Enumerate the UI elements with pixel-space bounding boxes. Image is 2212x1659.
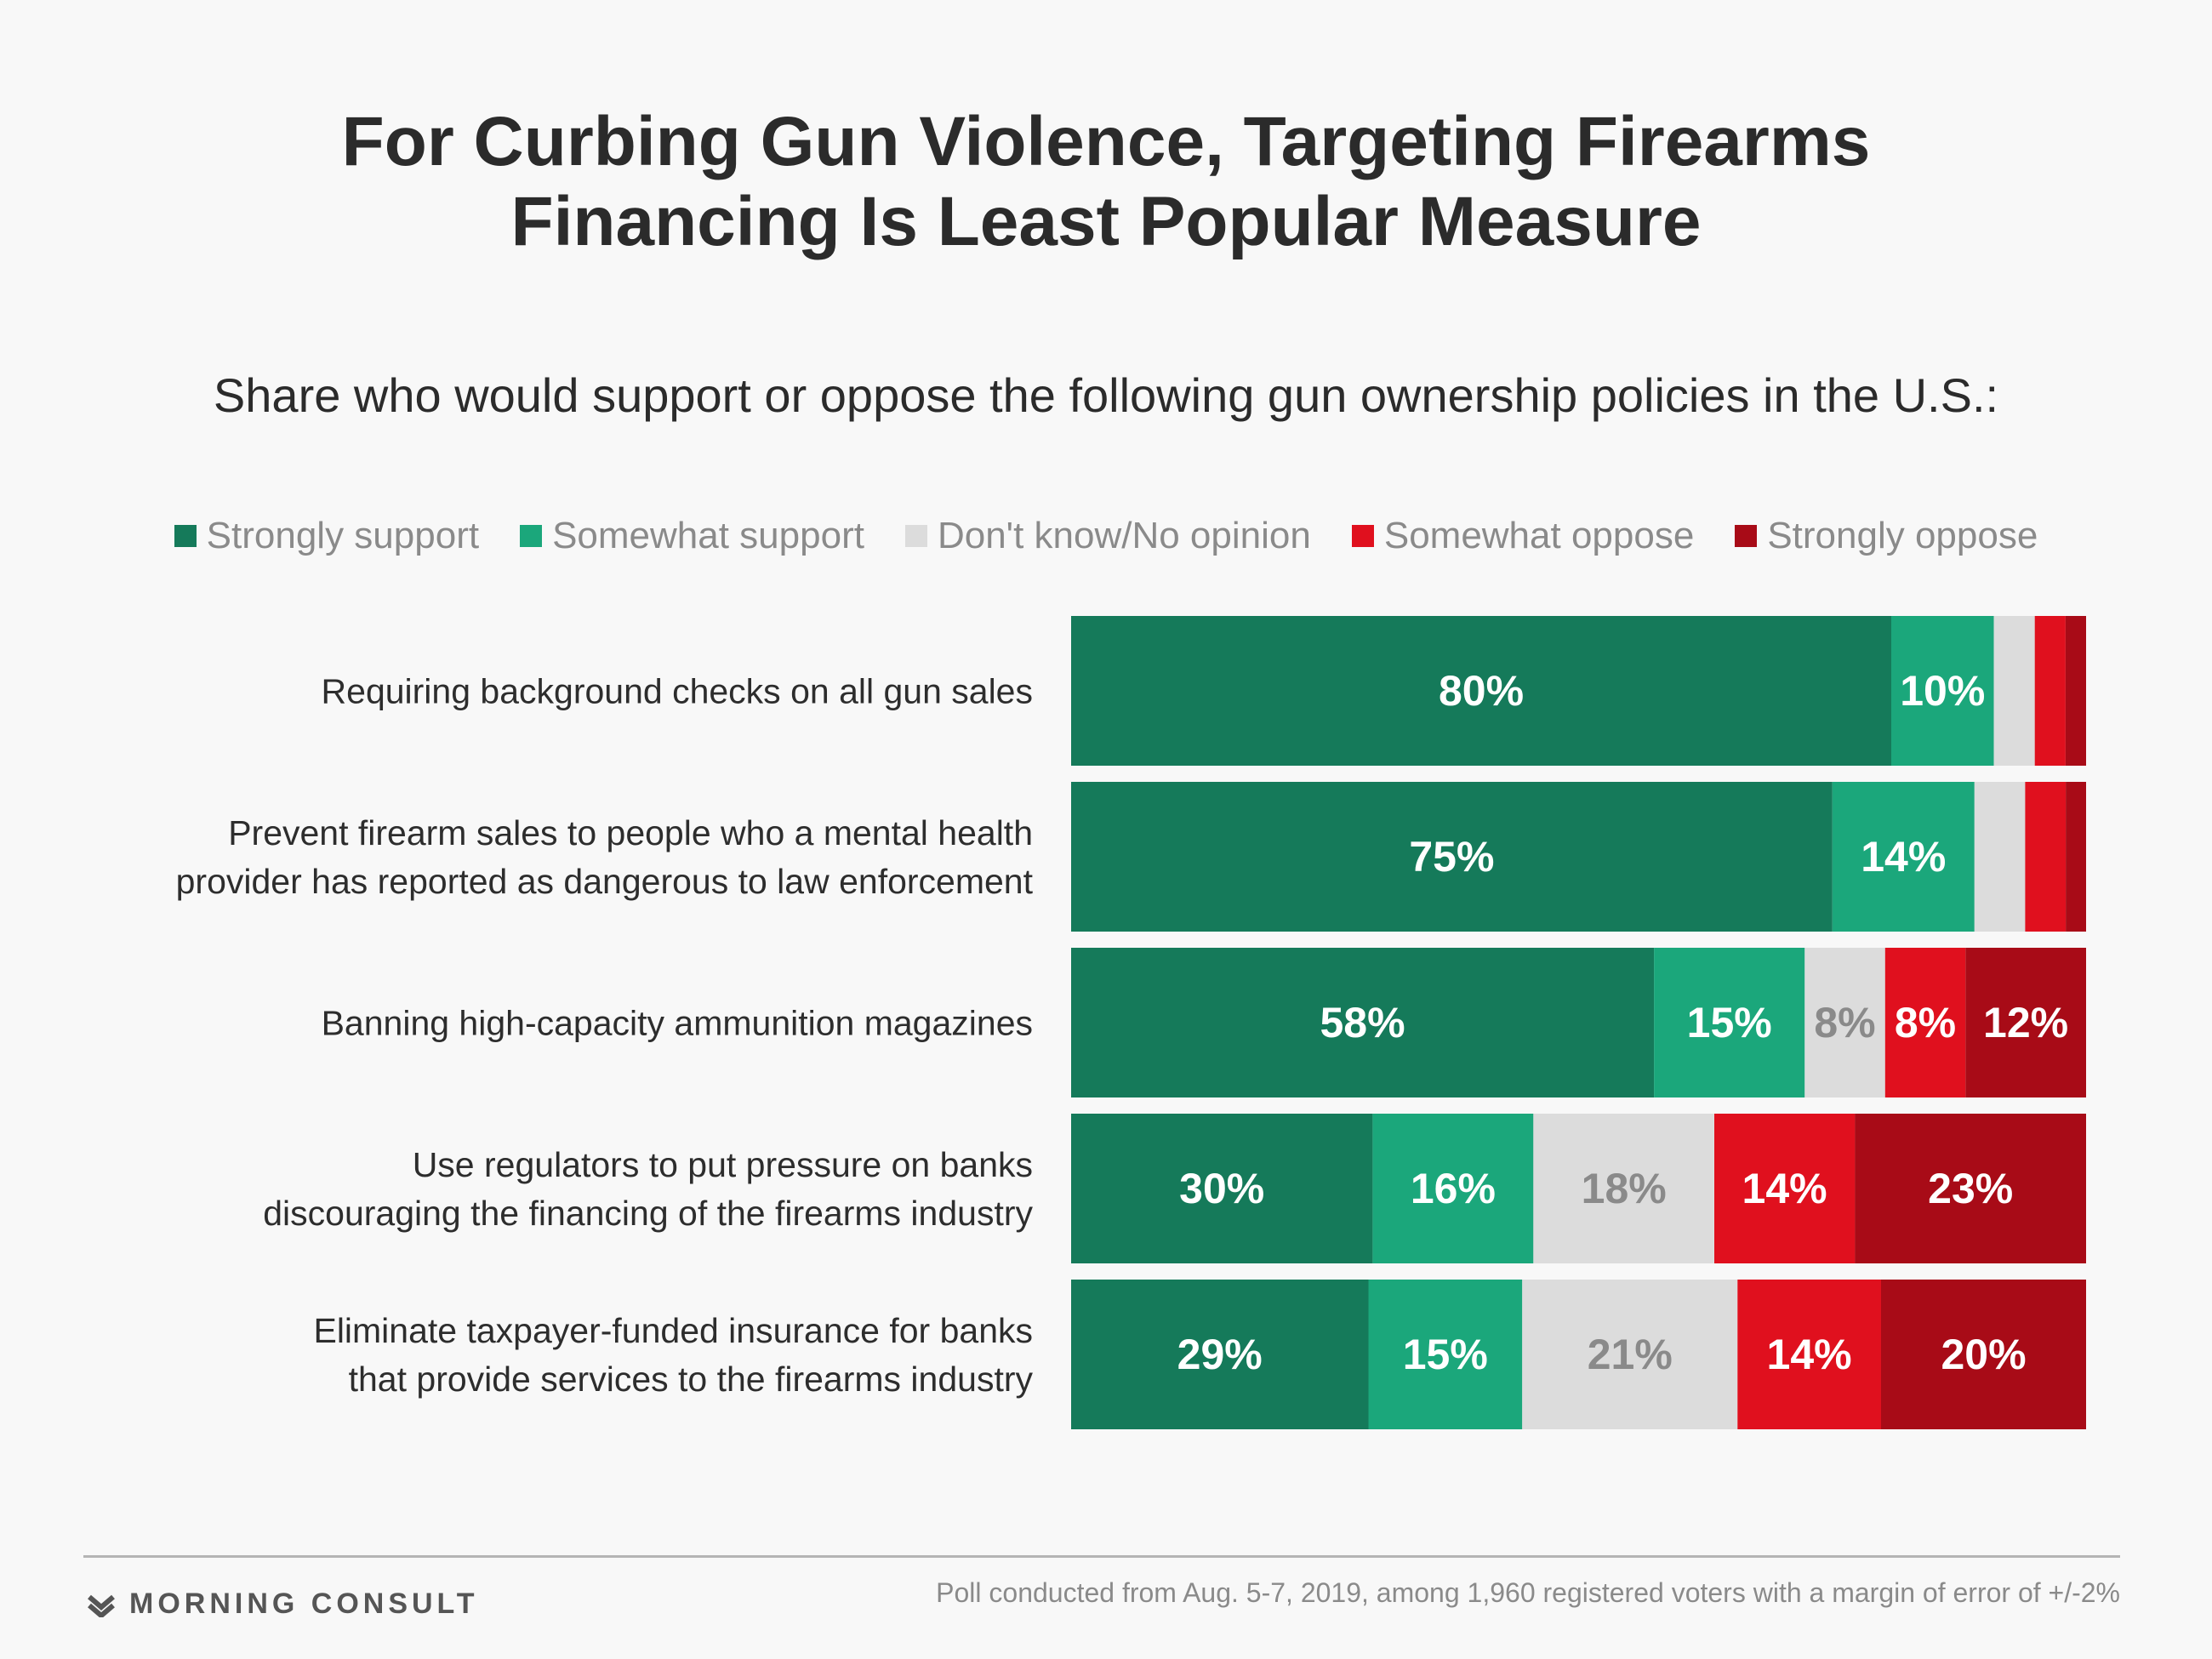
category-label: Use regulators to put pressure on banks d… [263, 1145, 1033, 1233]
legend-item-strongly-oppose: Strongly oppose [1735, 515, 2038, 557]
bar-segment [1368, 1280, 1523, 1429]
bar-segment [1965, 948, 2086, 1097]
data-label: 10% [1900, 667, 1985, 715]
chart-title-line-2: Financing Is Least Popular Measure [510, 183, 1702, 260]
chart-title: For Curbing Gun Violence, Targeting Fire… [0, 102, 2212, 262]
source-note: Poll conducted from Aug. 5-7, 2019, amon… [936, 1577, 2120, 1608]
legend-label-somewhat-oppose: Somewhat oppose [1383, 515, 1695, 556]
brand-logo: MORNING CONSULT [87, 1588, 479, 1621]
data-label: 21% [1588, 1331, 1673, 1378]
bar-segment [1881, 1280, 2086, 1429]
category-label: Requiring background checks on all gun s… [322, 671, 1033, 710]
data-label: 14% [1742, 1165, 1827, 1212]
chart-subtitle: Share who would support or oppose the fo… [213, 368, 1999, 422]
data-label: 8% [1814, 999, 1875, 1046]
bar-segment [1372, 1114, 1534, 1263]
data-label: 29% [1177, 1331, 1263, 1378]
bar-segment [2034, 616, 2066, 766]
bar-segment [1522, 1280, 1738, 1429]
data-label: 75% [1409, 833, 1494, 881]
bar-segment [1832, 782, 1975, 932]
data-label: 80% [1439, 667, 1524, 715]
bar-segment [1993, 616, 2035, 766]
footer-divider [83, 1555, 2120, 1558]
legend-swatch-strongly-oppose [1735, 525, 1758, 547]
category-label: Eliminate taxpayer-funded insurance for … [313, 1311, 1033, 1399]
legend-label-strongly-support: Strongly support [206, 515, 480, 556]
legend-swatch-strongly-support [174, 525, 197, 547]
category-label: Prevent firearm sales to people who a me… [176, 813, 1034, 901]
legend-label-somewhat-support: Somewhat support [552, 515, 864, 556]
category-label: Banning high-capacity ammunition magazin… [322, 1003, 1033, 1042]
data-label: 15% [1403, 1331, 1488, 1378]
bar-segment [1855, 1114, 2086, 1263]
data-label: 12% [1983, 999, 2068, 1046]
legend-swatch-no-opinion [904, 525, 927, 547]
legend-label-strongly-oppose: Strongly oppose [1767, 515, 2038, 556]
chart-legend: Strongly support Somewhat support Don't … [0, 515, 2212, 557]
bar-segment [1071, 1280, 1369, 1429]
data-label: 18% [1582, 1165, 1667, 1212]
legend-item-strongly-support: Strongly support [174, 515, 479, 557]
legend-item-somewhat-oppose: Somewhat oppose [1351, 515, 1695, 557]
chart-title-line-1: For Curbing Gun Violence, Targeting Fire… [341, 103, 1871, 180]
data-label: 30% [1179, 1165, 1264, 1212]
bar-segment [1654, 948, 1805, 1097]
bar-segment [1804, 948, 1885, 1097]
data-label: 23% [1928, 1165, 2013, 1212]
bar-segment [1884, 948, 1966, 1097]
bar-segment [2025, 782, 2067, 932]
bar-segment [1737, 1280, 1881, 1429]
bar-segment [1714, 1114, 1856, 1263]
data-label: 20% [1941, 1331, 2026, 1378]
data-label: 14% [1767, 1331, 1852, 1378]
bar-segment [1974, 782, 2026, 932]
bar-segment [2065, 616, 2086, 766]
bar-segment [1071, 948, 1655, 1097]
bar-segment [1071, 616, 1891, 766]
legend-item-no-opinion: Don't know/No opinion [904, 515, 1311, 557]
data-label: 58% [1320, 999, 1405, 1046]
data-label: 15% [1687, 999, 1772, 1046]
data-label: 16% [1411, 1165, 1496, 1212]
brand-name: MORNING CONSULT [129, 1588, 479, 1620]
bar-segment [1533, 1114, 1714, 1263]
bar-segment [2066, 782, 2086, 932]
bar-segment [1891, 616, 1994, 766]
legend-item-somewhat-support: Somewhat support [520, 515, 864, 557]
bar-segment [1071, 782, 1833, 932]
morning-consult-logo-icon [88, 1594, 115, 1617]
data-label: 14% [1861, 833, 1946, 881]
data-label: 8% [1895, 999, 1956, 1046]
legend-swatch-somewhat-support [520, 525, 543, 547]
legend-swatch-somewhat-oppose [1351, 525, 1374, 547]
legend-label-no-opinion: Don't know/No opinion [937, 515, 1311, 556]
bar-segment [1071, 1114, 1373, 1263]
